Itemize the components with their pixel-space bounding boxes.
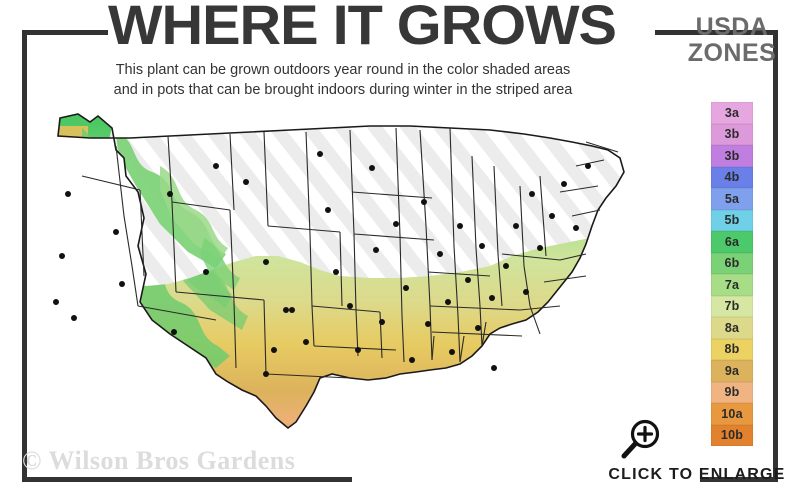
city-dots [53,151,591,377]
stripe-green-incursion-2 [160,166,228,260]
stripe-fill [96,114,624,286]
zone-swatch-10a[interactable]: 10a [711,403,753,425]
frame-bottom-right-segment [700,477,778,482]
frame-right-segment [773,30,778,482]
state-boundaries [81,127,619,379]
magnifier-plus-icon[interactable] [618,419,664,461]
map-svg[interactable] [20,106,660,446]
zone-swatch-5b[interactable]: 5b [711,209,753,231]
stripe-green-incursion-3 [200,238,240,290]
zone-swatch-7a[interactable]: 7a [711,274,753,296]
subtitle: This plant can be grown outdoors year ro… [48,60,638,100]
frame-top-right-segment [655,30,778,35]
zone-swatch-8a[interactable]: 8a [711,317,753,339]
watermark: © Wilson Bros Gardens [22,446,296,475]
legend-title-line-2: ZONES [687,39,777,67]
zone-swatch-6b[interactable]: 6b [711,252,753,274]
zone-swatch-7b[interactable]: 7b [711,295,753,317]
frame-left-segment [22,30,27,482]
legend-title: USDA ZONES [664,14,800,66]
legend-title-line-1: USDA [695,13,769,41]
frame-bottom-left-segment [22,477,352,482]
striped-indoor-region [96,114,624,290]
page-title: WHERE IT GROWS [108,0,617,56]
usda-zone-legend[interactable]: 3a 3b 3b 4b 5a 5b 6a 6b 7a 7b 8a 8b 9a 9b 10a 10b [711,102,753,446]
zone-swatch-10b[interactable]: 10b [711,424,753,446]
zone-swatch-6a[interactable]: 6a [711,231,753,253]
usda-hardiness-map[interactable] [20,106,660,446]
zone-swatch-3b-1[interactable]: 3b [711,123,753,145]
zone-swatch-3b-2[interactable]: 3b [711,145,753,167]
national-outline [57,113,625,430]
subtitle-line-1: This plant can be grown outdoors year ro… [115,62,571,78]
zone-swatch-4b[interactable]: 4b [711,166,753,188]
zone-swatch-3a[interactable]: 3a [711,102,753,124]
zone-swatch-5a[interactable]: 5a [711,188,753,210]
subtitle-line-2: and in pots that can be brought indoors … [113,82,573,98]
frame-top-left-segment [22,30,108,35]
zone-swatch-9a[interactable]: 9a [711,360,753,382]
zone-swatch-8b[interactable]: 8b [711,338,753,360]
zone-swatch-9b[interactable]: 9b [711,381,753,403]
click-to-enlarge-label[interactable]: CLICK TO ENLARGE [608,466,786,483]
